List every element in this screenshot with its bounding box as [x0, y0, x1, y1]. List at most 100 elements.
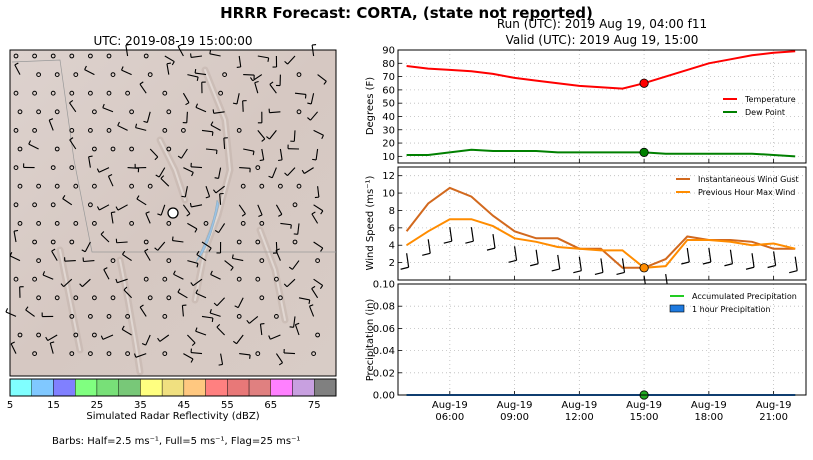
- wind-barb-staff: [135, 353, 147, 358]
- x-tick-label: Aug-19: [497, 400, 533, 411]
- calm-wind-marker: [110, 295, 116, 301]
- calm-wind-marker: [92, 295, 97, 301]
- calm-wind-marker: [69, 90, 75, 96]
- wind-barb-staff: [117, 204, 128, 211]
- wind-barb-staff: [237, 297, 244, 308]
- wind-barb-staff: [293, 316, 296, 328]
- calm-wind-marker: [69, 128, 75, 133]
- wind-barb-flag: [13, 229, 19, 232]
- wind-barb-staff: [107, 175, 114, 187]
- wind-barb-flag: [278, 159, 283, 162]
- wind-barb-staff: [157, 241, 166, 251]
- calm-wind-marker: [129, 109, 135, 115]
- calm-wind-marker: [73, 221, 79, 226]
- wind-barb-flag: [702, 261, 712, 265]
- wind-barb-flag: [190, 358, 194, 363]
- calm-wind-marker: [110, 72, 116, 77]
- wind-barb-staff: [269, 84, 277, 94]
- wind-barb-staff: [47, 334, 58, 342]
- x-tick-label: Aug-19: [756, 400, 792, 411]
- wind-barb-flag: [312, 158, 317, 161]
- calm-wind-marker: [36, 109, 41, 115]
- wind-barb-staff: [287, 55, 296, 65]
- wind-barb-staff: [63, 278, 73, 288]
- wind-barb-flag: [301, 169, 305, 174]
- wind-barb-flag: [28, 140, 32, 145]
- wind-barb-flag: [214, 229, 219, 234]
- wind-barb-staff: [224, 260, 234, 268]
- wind-barb-staff: [121, 328, 132, 336]
- wind-barb-flag: [266, 136, 270, 140]
- calm-wind-marker: [92, 183, 97, 189]
- calm-wind-marker: [147, 183, 153, 189]
- wind-barb-staff: [42, 274, 54, 280]
- y-axis-label: Precipitation (in): [365, 299, 376, 382]
- y-tick-label: 12: [382, 171, 395, 182]
- timeseries-panels: 10 20 30 40 50 60 70 80 90 Degrees (F) Temperature…: [365, 46, 807, 423]
- wind-barb-staff: [122, 254, 132, 262]
- x-tick-label: Aug-19: [432, 400, 468, 411]
- wind-barb-flag: [108, 174, 113, 177]
- wind-barb-staff: [313, 129, 324, 136]
- wind-barb-staff: [183, 167, 194, 173]
- wind-barb-staff: [310, 111, 319, 121]
- colorbar-swatch: [96, 378, 119, 397]
- calm-wind-marker: [162, 314, 168, 319]
- wind-barb-staff: [406, 253, 410, 268]
- colorbar-swatch: [205, 378, 228, 397]
- legend-swatch: [669, 304, 685, 313]
- wind-barb-flag: [236, 66, 241, 68]
- wind-barb-flag: [551, 268, 560, 272]
- calm-wind-marker: [73, 183, 79, 189]
- wind-barb-flag: [81, 249, 86, 253]
- y-tick-label: 4: [389, 241, 395, 252]
- wind-barb-staff: [315, 148, 319, 160]
- calm-wind-marker: [36, 72, 41, 77]
- wind-barb-flag: [84, 65, 87, 70]
- wind-barb-staff: [187, 74, 199, 78]
- wind-barb-flag: [121, 325, 125, 330]
- wind-barb-staff: [187, 334, 196, 344]
- wind-barb-staff: [51, 250, 58, 261]
- calm-wind-marker: [236, 314, 242, 319]
- wind-barb-staff: [261, 148, 265, 160]
- calm-wind-marker: [32, 276, 37, 282]
- calm-wind-marker: [162, 276, 168, 282]
- wind-barb-flag: [230, 267, 234, 271]
- wind-barb-staff: [69, 102, 77, 113]
- y-tick-label: 0.08: [373, 302, 395, 313]
- wind-barb-staff: [311, 213, 319, 224]
- wind-barb-staff: [201, 315, 213, 319]
- calm-wind-marker: [236, 276, 242, 282]
- calm-wind-marker: [92, 332, 97, 338]
- colorbar-swatch: [248, 378, 271, 397]
- wind-barb-staff: [10, 343, 17, 354]
- wind-barb-flag: [100, 335, 104, 340]
- calm-wind-marker: [88, 128, 93, 133]
- colorbar-swatch: [292, 378, 315, 397]
- wind-barb-flag: [311, 211, 316, 215]
- wind-barb-flag: [508, 259, 517, 263]
- wind-barb-flag: [309, 304, 314, 307]
- relief-highlight: [259, 229, 286, 321]
- wind-barb-staff: [209, 53, 221, 57]
- wind-barb-flag: [268, 175, 273, 179]
- wind-barb-staff: [257, 55, 269, 59]
- colorbar-swatch: [140, 378, 163, 397]
- wind-barb-flag: [51, 248, 56, 252]
- wind-barb-flag: [216, 323, 221, 328]
- calm-wind-marker: [296, 183, 302, 189]
- wind-barb-staff: [280, 222, 292, 226]
- wind-barb-flag: [308, 299, 311, 305]
- wind-barb-flag: [196, 76, 199, 82]
- calm-wind-marker: [110, 146, 116, 152]
- y-tick-label: 0.02: [373, 368, 395, 379]
- y-tick-label: 20: [382, 139, 395, 150]
- valid-time-label: Valid (UTC): 2019 Aug 19, 15:00: [505, 33, 699, 47]
- colorbar-swatch: [270, 378, 293, 397]
- calm-wind-marker: [32, 90, 37, 96]
- legend-label: Temperature: [744, 95, 796, 104]
- wind-barb-staff: [191, 204, 203, 208]
- wind-barb-staff: [294, 324, 300, 336]
- y-tick-label: 90: [382, 46, 395, 57]
